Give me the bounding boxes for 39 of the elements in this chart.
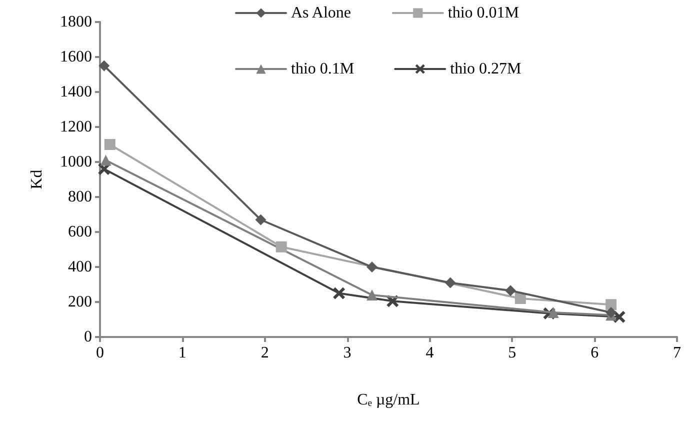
legend-label: thio 0.1M [291, 60, 354, 78]
y-tick-label: 800 [68, 188, 92, 206]
point [333, 287, 346, 300]
point [100, 154, 112, 166]
y-tick-label: 1000 [60, 154, 92, 170]
x-tick-label: 6 [590, 344, 599, 362]
point [366, 290, 378, 300]
x-tick-label: 2 [260, 344, 269, 362]
y-tick-label: 1600 [60, 48, 92, 66]
y-tick-label: 0 [84, 328, 92, 346]
legend-label: thio 0.01M [448, 4, 520, 22]
y-tick-label: 400 [68, 258, 92, 276]
y-tick-label: 1800 [60, 14, 92, 30]
y-tick-label: 1400 [60, 84, 92, 100]
point [548, 307, 559, 318]
point [255, 214, 266, 226]
legend-label: thio 0.27M [450, 60, 522, 78]
point [613, 310, 626, 323]
point [606, 307, 617, 318]
legend-label: As Alone [291, 4, 351, 22]
x-tick-label: 7 [673, 344, 681, 362]
point [104, 139, 116, 150]
point [366, 262, 378, 272]
y-tick-label: 200 [68, 294, 92, 310]
y-tick-label: 1200 [60, 118, 92, 136]
y-tick-label: 600 [68, 224, 92, 240]
point [606, 299, 617, 310]
point [504, 285, 516, 296]
x-tick-label: 4 [426, 344, 434, 362]
point [444, 277, 456, 288]
point [98, 60, 110, 72]
x-tick-label: 3 [343, 344, 352, 362]
x-tick-label: 0 [96, 344, 104, 362]
point [514, 293, 526, 304]
point [276, 241, 287, 252]
x-axis-title: Cₑ µg/mL [357, 392, 420, 408]
x-tick-label: 5 [508, 344, 516, 362]
x-tick-label: 1 [178, 344, 186, 362]
y-axis-title: Kd [28, 170, 46, 190]
